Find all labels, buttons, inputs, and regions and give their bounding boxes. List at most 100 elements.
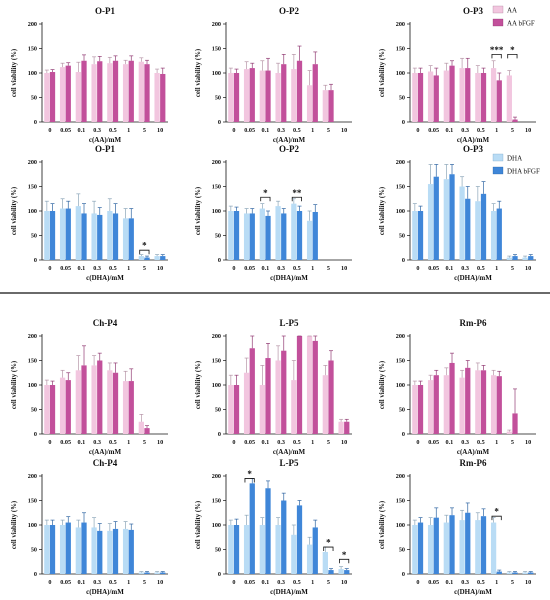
bar [344,421,350,434]
bar [91,213,97,260]
x-tick-label: 10 [525,127,531,134]
bar [243,213,250,260]
bar [259,208,265,260]
bar [233,73,240,122]
x-tick-label: 0 [416,439,419,446]
y-axis-label: cell viability (%) [11,501,18,549]
y-axis-label: cell viability (%) [379,361,386,409]
legend-aa-bfgf-swatch [492,18,504,27]
x-tick-label: 5 [143,579,146,586]
bar [75,527,81,574]
x-tick-label: 0.5 [109,127,117,134]
bar [344,570,350,574]
significance-label: * [326,538,331,548]
bar [81,365,87,434]
significance-label: * [342,550,347,560]
bar [97,214,103,260]
x-tick-label: 0.05 [60,265,71,272]
y-tick-label: 50 [215,233,221,240]
x-tick-label: 0.3 [93,265,101,272]
y-tick-label: 0 [34,257,37,264]
x-axis-label: c(AA)/mM [89,136,122,144]
x-axis-label: c(AA)/mM [273,136,306,144]
bar [243,525,250,574]
bar [128,529,134,574]
x-tick-label: 0.3 [461,127,469,134]
y-tick-label: 100 [396,382,405,389]
x-tick-label: 5 [143,439,146,446]
x-tick-label: 5 [511,127,514,134]
bar [312,64,318,122]
bar [97,360,103,434]
x-tick-label: 0 [416,127,419,134]
bar [144,572,150,574]
bar [427,184,434,260]
legend-dha: DHA DHA bFGF [492,153,540,176]
y-tick-label: 150 [396,184,405,191]
bar [112,528,119,574]
bar [328,90,334,122]
bar [459,186,465,260]
x-tick-label: 1 [127,439,130,446]
chart-title: Ch-P4 [93,458,118,468]
x-tick-label: 0.5 [477,579,485,586]
x-tick-label: 5 [327,127,330,134]
bar [490,68,497,122]
bar [144,257,150,260]
bar [506,257,512,260]
x-tick-label: 0.05 [60,127,71,134]
y-tick-label: 0 [402,119,405,126]
x-tick-label: 10 [341,579,347,586]
x-tick-label: 0 [416,579,419,586]
x-tick-label: 10 [341,439,347,446]
bar [122,218,129,260]
bar [291,69,297,122]
y-tick-label: 150 [28,358,37,365]
y-tick-label: 100 [396,208,405,215]
bar [412,385,418,434]
chart-title: Ch-P4 [93,318,118,328]
x-tick-label: 0 [416,265,419,272]
legend-dha-swatch [492,153,504,162]
x-tick-label: 0.1 [78,265,86,272]
panel: Ch-P4 0 50 100 150 200 cell viability (%) 0 0.05… [11,318,168,456]
y-tick-label: 0 [218,257,221,264]
x-tick-label: 0.3 [93,439,101,446]
y-tick-label: 0 [402,431,405,438]
x-tick-label: 10 [157,439,163,446]
bar [296,336,303,434]
bar [322,551,328,574]
bar [228,73,234,122]
y-tick-label: 200 [396,473,405,480]
y-tick-label: 150 [212,46,221,53]
bar [228,385,234,434]
bar [496,571,502,574]
x-tick-label: 1 [495,439,498,446]
bar [506,75,512,122]
chart-title: Rm-P6 [460,458,487,468]
bar [465,198,471,260]
bar [49,525,56,574]
bar [512,572,518,574]
bar [144,428,150,434]
x-tick-label: 1 [495,579,498,586]
x-tick-label: 1 [311,127,314,134]
bar [480,370,487,434]
bar [128,218,134,260]
bar [490,375,497,434]
bar [433,375,439,434]
bar [44,385,50,434]
x-axis-label: c(DHA)/mM [86,588,124,596]
y-tick-label: 0 [34,119,37,126]
panel: Ch-P4 0 50 100 150 200 cell viability (%) 0 0.05… [11,458,168,596]
significance-label: ** [292,188,302,198]
y-axis-label: cell viability (%) [11,361,18,409]
bar [281,64,287,122]
x-axis-label: c(DHA)/mM [270,274,308,282]
y-tick-label: 100 [212,208,221,215]
bar [65,208,71,260]
x-tick-label: 1 [127,579,130,586]
significance-label: * [510,45,515,55]
x-tick-label: 0 [48,127,51,134]
